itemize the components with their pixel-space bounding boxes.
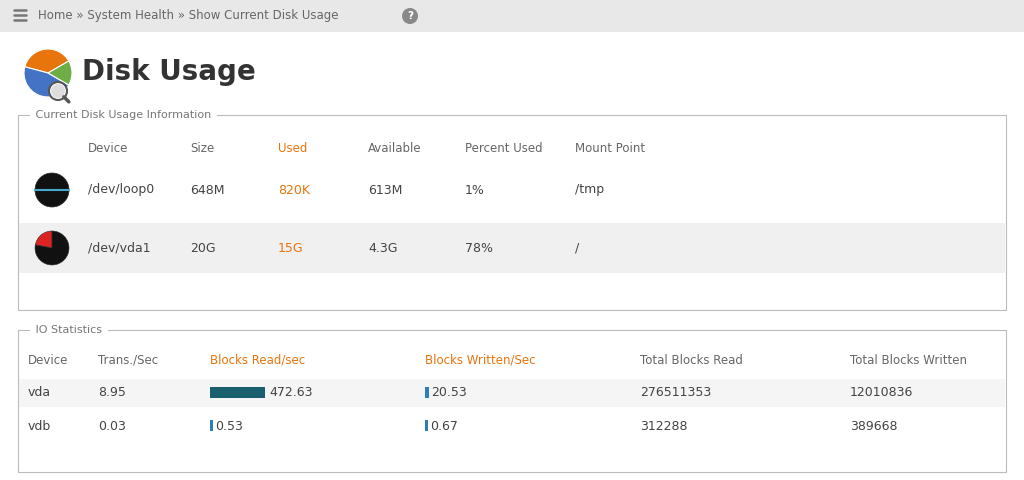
- Text: Used: Used: [278, 142, 307, 155]
- Text: 276511353: 276511353: [640, 386, 712, 399]
- Circle shape: [51, 84, 65, 98]
- Text: 15G: 15G: [278, 241, 304, 254]
- Circle shape: [49, 82, 67, 100]
- Text: /tmp: /tmp: [575, 183, 604, 196]
- Text: Available: Available: [368, 142, 422, 155]
- Text: Blocks Read/sec: Blocks Read/sec: [210, 353, 305, 367]
- Wedge shape: [35, 173, 69, 207]
- Text: 20.53: 20.53: [431, 386, 467, 399]
- Text: 12010836: 12010836: [850, 386, 913, 399]
- Bar: [425, 387, 429, 398]
- Text: Blocks Written/Sec: Blocks Written/Sec: [425, 353, 536, 367]
- Text: IO Statistics: IO Statistics: [32, 325, 105, 335]
- Text: Total Blocks Read: Total Blocks Read: [640, 353, 742, 367]
- Text: /dev/vda1: /dev/vda1: [88, 241, 151, 254]
- Bar: [0, 0, 1024, 32]
- Text: Disk Usage: Disk Usage: [82, 58, 256, 86]
- Text: 613M: 613M: [368, 183, 402, 196]
- Text: 78%: 78%: [465, 241, 493, 254]
- Text: 1%: 1%: [465, 183, 485, 196]
- Wedge shape: [35, 231, 69, 265]
- Wedge shape: [35, 173, 69, 207]
- Text: /dev/loop0: /dev/loop0: [88, 183, 155, 196]
- Text: 0.53: 0.53: [215, 420, 243, 432]
- Text: 0.67: 0.67: [430, 420, 458, 432]
- Circle shape: [402, 8, 418, 24]
- Text: Size: Size: [190, 142, 214, 155]
- Bar: [18, 330, 1006, 472]
- Text: 312288: 312288: [640, 420, 687, 432]
- Text: Device: Device: [28, 353, 69, 367]
- Text: Current Disk Usage Information: Current Disk Usage Information: [32, 110, 215, 120]
- Text: /: /: [575, 241, 580, 254]
- Text: vdb: vdb: [28, 420, 51, 432]
- Bar: [19, 379, 1005, 407]
- Text: vda: vda: [28, 386, 51, 399]
- Bar: [19, 223, 1005, 273]
- Text: 472.63: 472.63: [269, 386, 312, 399]
- Text: ?: ?: [407, 11, 413, 21]
- Text: Home » System Health » Show Current Disk Usage: Home » System Health » Show Current Disk…: [38, 10, 339, 23]
- Text: Percent Used: Percent Used: [465, 142, 543, 155]
- Text: 0.03: 0.03: [98, 420, 126, 432]
- Bar: [210, 420, 213, 431]
- Text: 648M: 648M: [190, 183, 224, 196]
- Bar: [210, 387, 265, 398]
- Text: Device: Device: [88, 142, 128, 155]
- Text: Total Blocks Written: Total Blocks Written: [850, 353, 967, 367]
- Text: 4.3G: 4.3G: [368, 241, 397, 254]
- Wedge shape: [24, 67, 69, 97]
- Bar: [18, 115, 1006, 310]
- Text: Trans./Sec: Trans./Sec: [98, 353, 158, 367]
- Text: 820K: 820K: [278, 183, 310, 196]
- Text: 20G: 20G: [190, 241, 216, 254]
- Wedge shape: [48, 61, 72, 85]
- Text: 389668: 389668: [850, 420, 897, 432]
- Bar: [425, 420, 428, 431]
- Text: Mount Point: Mount Point: [575, 142, 645, 155]
- Wedge shape: [25, 49, 69, 73]
- Wedge shape: [35, 231, 52, 248]
- Text: 8.95: 8.95: [98, 386, 126, 399]
